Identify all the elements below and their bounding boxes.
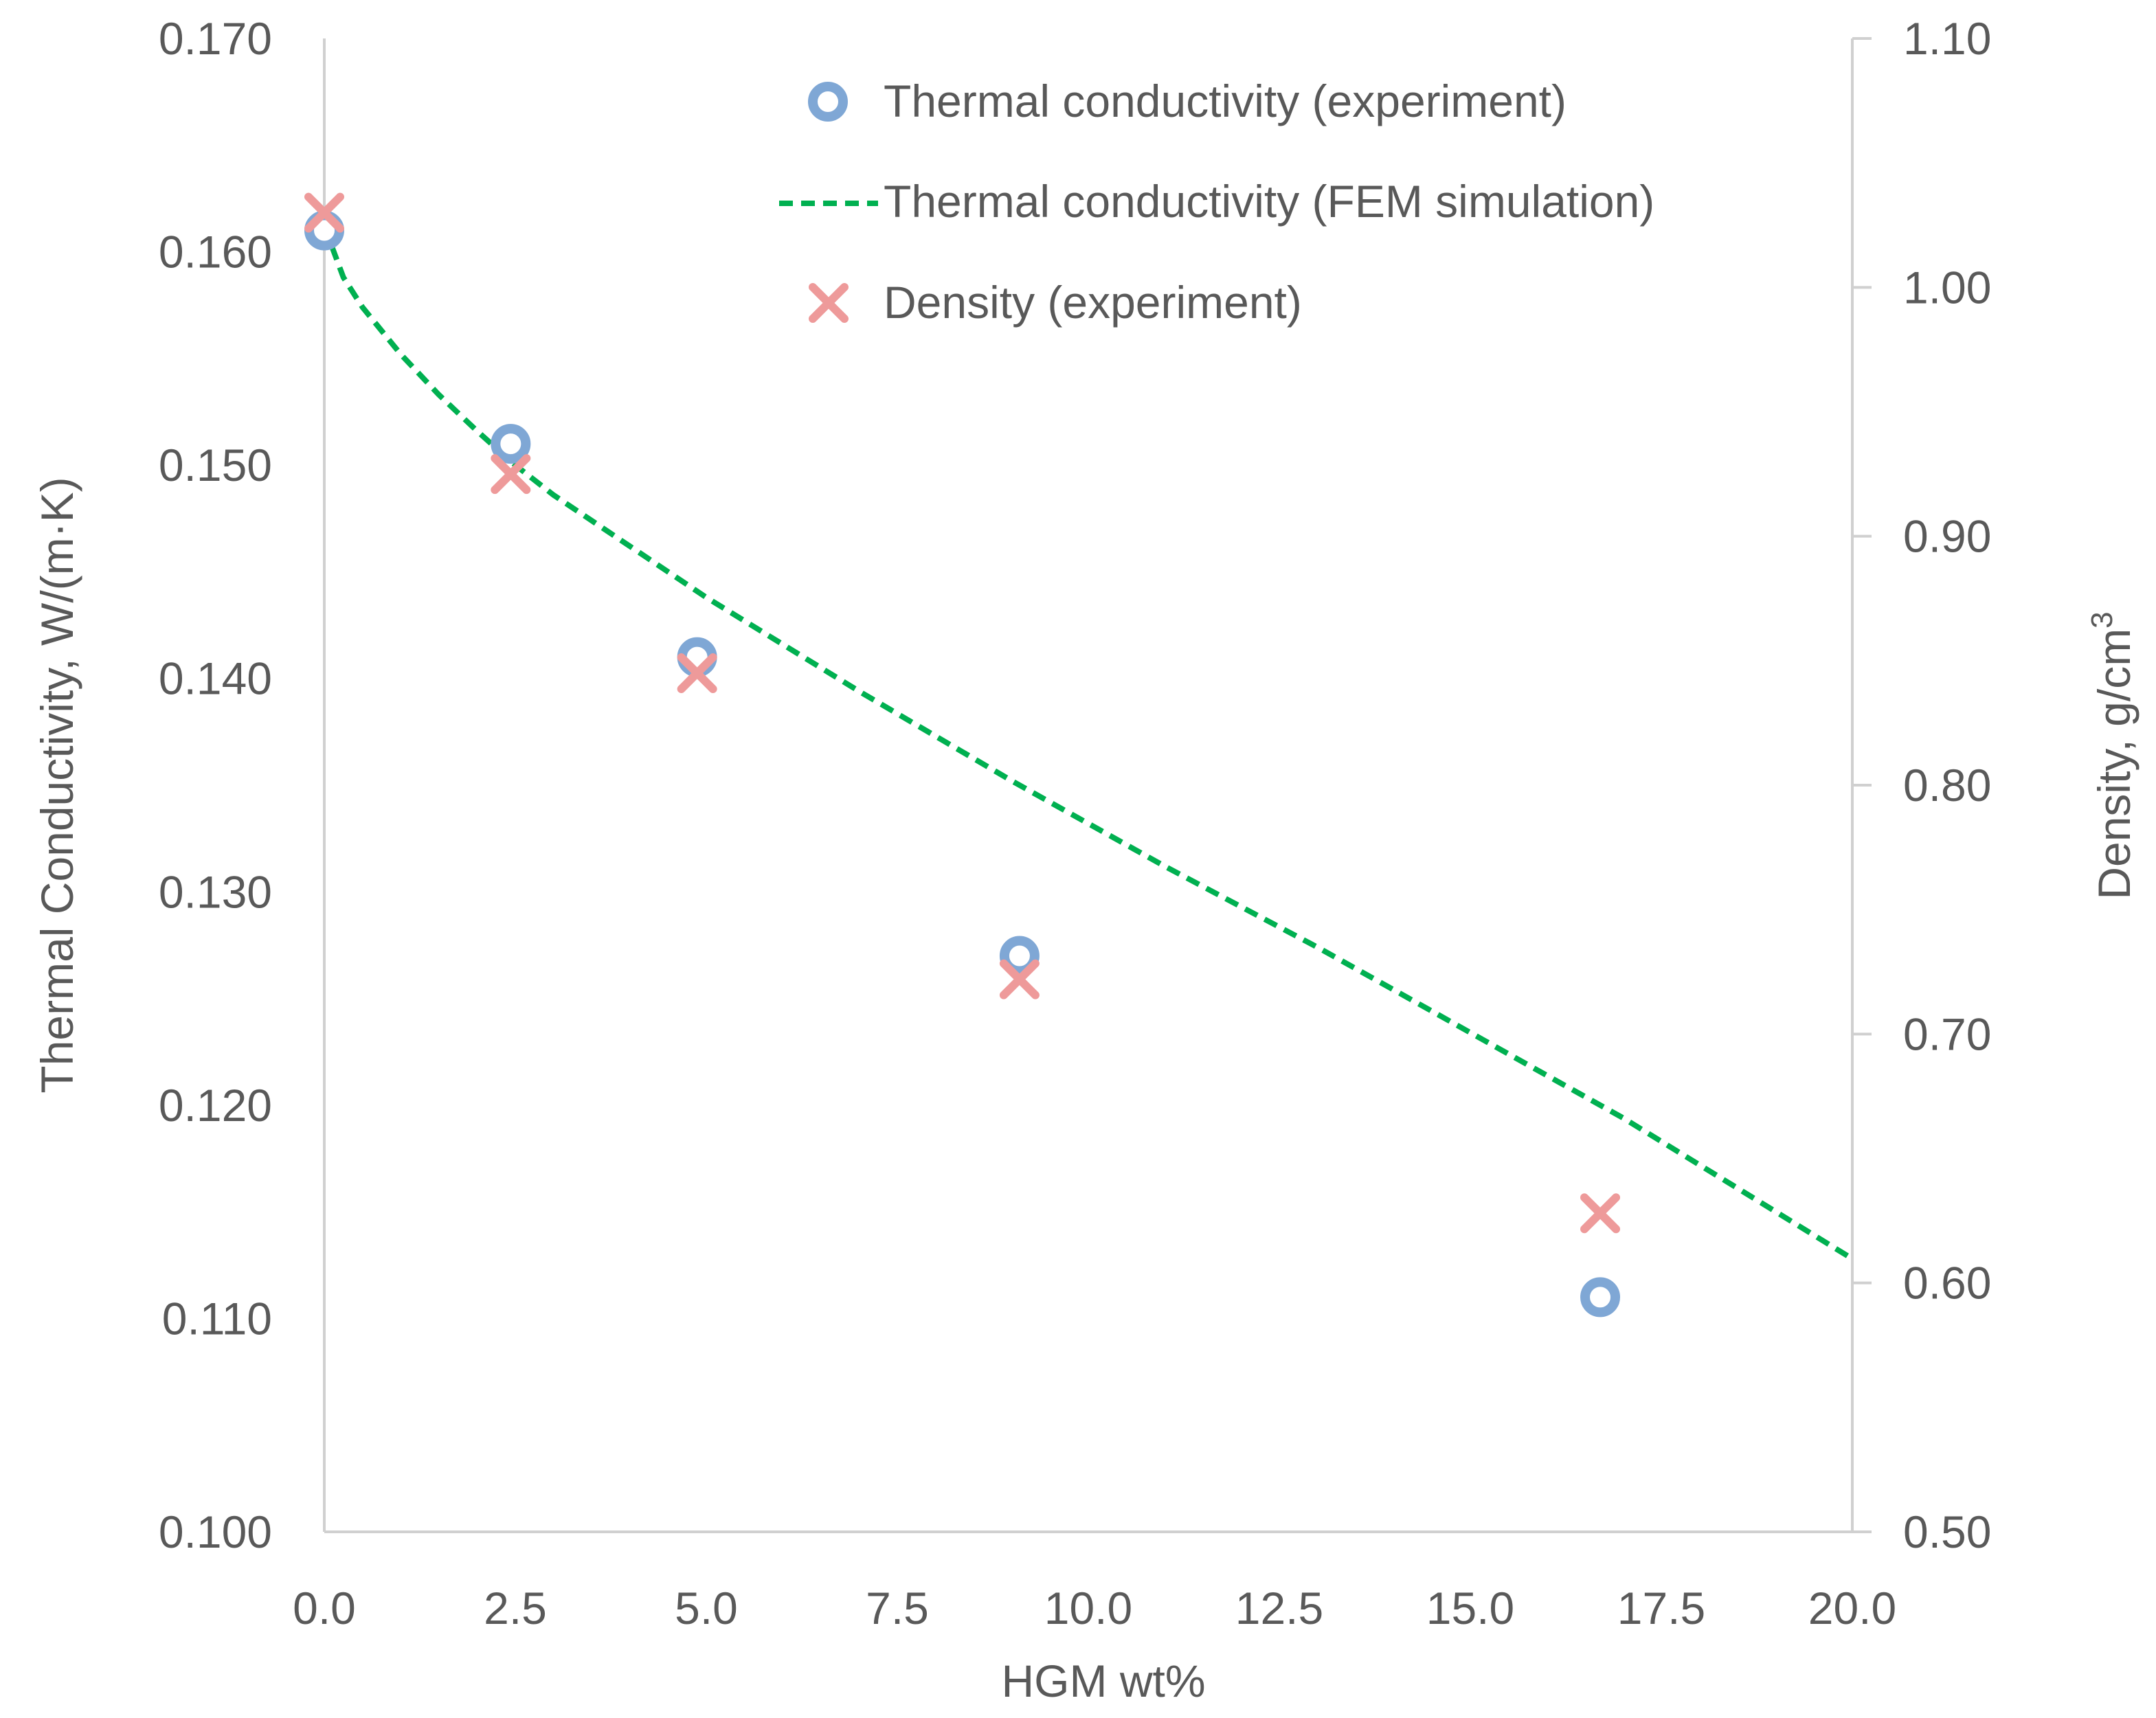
y-right-tick-marks (1852, 37, 1872, 1533)
density-point (677, 653, 717, 693)
legend-circle-marker (808, 82, 848, 122)
x-tick-label: 12.5 (1235, 1583, 1323, 1634)
y-right-tick-label: 0.90 (1903, 511, 1991, 562)
y-left-tick-label: 0.110 (162, 1293, 272, 1344)
y-right-tick-label: 0.60 (1903, 1258, 1991, 1309)
thermal-conductivity-point (1580, 1277, 1621, 1318)
x-tick-label: 7.5 (866, 1583, 929, 1634)
x-tick-label: 15.0 (1426, 1583, 1514, 1634)
fem-simulation-line (322, 225, 1854, 1261)
y-left-tick-label: 0.160 (159, 227, 272, 278)
density-point (304, 192, 344, 233)
y-right-tick-label: 0.70 (1903, 1008, 1991, 1059)
y-right-axis-title-superscript: 3 (2085, 611, 2119, 628)
legend-label-experiment: Thermal conductivity (experiment) (884, 76, 1567, 126)
x-tick-labels: 0.0 2.5 5.0 7.5 10.0 12.5 15.0 17.5 20.0 (293, 1583, 1896, 1634)
y-left-tick-label: 0.120 (159, 1080, 272, 1131)
y-right-tick-label: 0.80 (1903, 760, 1991, 811)
thermal-conductivity-point (999, 936, 1040, 976)
x-tick-label: 5.0 (675, 1583, 738, 1634)
y-left-axis-title: Thermal Conductivity, W/(m·K) (32, 477, 82, 1093)
y-right-axis-title-text: Density, g/cm (2089, 629, 2140, 900)
density-point (999, 959, 1040, 999)
x-tick-label: 2.5 (484, 1583, 547, 1634)
y-right-tick-label: 1.10 (1903, 13, 1991, 64)
y-left-tick-labels: 0.100 0.110 0.120 0.130 0.140 0.150 0.160 0.170 (159, 13, 272, 1557)
y-left-tick-label: 0.130 (159, 866, 272, 917)
y-left-tick-label: 0.150 (159, 440, 272, 490)
x-tick-label: 20.0 (1808, 1583, 1896, 1634)
thermal-conductivity-point (491, 424, 531, 464)
legend: Thermal conductivity (experiment) Therma… (779, 76, 1654, 328)
y-left-tick-label: 0.170 (159, 13, 272, 64)
density-point (491, 454, 531, 495)
legend-label-fem: Thermal conductivity (FEM simulation) (884, 176, 1654, 227)
y-left-tick-label: 0.100 (159, 1506, 272, 1557)
y-right-tick-label: 1.00 (1903, 262, 1991, 313)
y-right-tick-labels: 0.50 0.60 0.70 0.80 0.90 1.00 1.10 (1903, 13, 1991, 1557)
x-axis-title: HGM wt% (1002, 1655, 1206, 1706)
x-tick-label: 10.0 (1044, 1583, 1132, 1634)
density-point (1580, 1193, 1621, 1234)
x-tick-label: 17.5 (1617, 1583, 1705, 1634)
legend-x-marker (809, 283, 849, 323)
legend-label-density: Density (experiment) (884, 277, 1302, 328)
density-markers (304, 192, 1621, 1234)
x-tick-label: 0.0 (293, 1583, 356, 1634)
y-left-tick-label: 0.140 (159, 653, 272, 704)
y-right-tick-label: 0.50 (1903, 1506, 1991, 1557)
y-right-axis-title: Density, g/cm3 (2085, 611, 2140, 899)
